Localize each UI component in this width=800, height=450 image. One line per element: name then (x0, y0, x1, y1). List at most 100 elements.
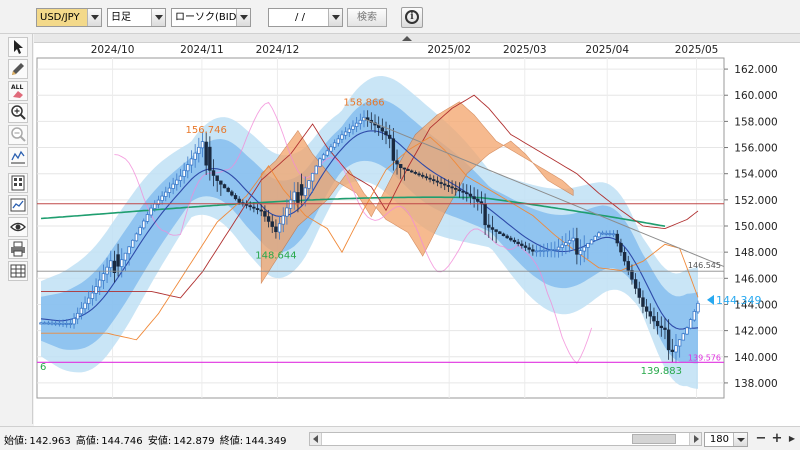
chikou-span (114, 101, 593, 365)
long-moving-average (40, 196, 666, 227)
candle-body (659, 325, 663, 329)
candle-body (685, 327, 689, 335)
y-tick-label: 140.000 (734, 352, 777, 364)
scroll-end-icon[interactable]: ▶ (788, 434, 796, 443)
candle-body (622, 252, 627, 262)
print-icon[interactable] (8, 239, 28, 259)
candle-body (50, 322, 54, 325)
candle-body (567, 239, 572, 244)
candle-body (410, 170, 414, 173)
candle-body (189, 158, 194, 166)
candle-body (498, 231, 502, 234)
candle-body (285, 207, 289, 217)
price-type-value: ローソク(BID) (175, 12, 241, 23)
price-chart[interactable]: 162.000 160.000 158.000 156.000 154.000 152.0… (34, 34, 800, 426)
collapse-toggle[interactable] (34, 34, 800, 43)
zoom-out-button[interactable]: − (755, 431, 767, 446)
candle-body (186, 164, 190, 172)
candle-body (343, 131, 348, 136)
candle-body (332, 142, 337, 148)
cursor-icon[interactable] (8, 37, 28, 57)
candle-body (310, 172, 315, 182)
x-axis-label: 2025/05 (675, 44, 719, 56)
date-input[interactable]: / / (268, 8, 343, 27)
candle-body (90, 292, 95, 299)
table-icon[interactable] (8, 261, 28, 281)
candle-body (681, 333, 686, 341)
chevron-down-icon[interactable] (87, 9, 101, 26)
zoom-in-icon[interactable] (8, 103, 28, 123)
candle-body (215, 175, 219, 181)
ohlc-readout: 始値: 142.963 高値: 144.746 安値: 142.879 終値: 144.… (4, 432, 289, 447)
scroll-left-icon[interactable] (310, 433, 322, 445)
zoom-in-button[interactable]: + (771, 431, 783, 446)
candle-body (505, 235, 509, 239)
chevron-down-icon[interactable] (733, 433, 747, 446)
candle-body (252, 206, 256, 209)
chevron-down-icon[interactable] (328, 9, 342, 26)
candle-body (413, 172, 418, 174)
annotation-low-2: 139.883 (641, 366, 682, 377)
x-axis-label: 2024/10 (91, 44, 135, 56)
candle-body (226, 187, 230, 192)
candle-body (208, 146, 212, 171)
candle-body (281, 215, 285, 225)
candle-body (153, 203, 157, 209)
candle-body (336, 138, 341, 144)
candle-body (391, 138, 396, 161)
y-tick-label: 150.000 (734, 221, 777, 233)
candle-body (42, 322, 47, 325)
tenkan-line (41, 136, 699, 341)
candle-body (387, 134, 392, 139)
zoom-out-icon[interactable] (8, 125, 28, 145)
y-tick-label: 152.000 (734, 195, 777, 207)
info-button[interactable]: i (401, 7, 423, 28)
chevron-down-icon[interactable] (236, 9, 250, 26)
chart-area[interactable]: 162.000 160.000 158.000 156.000 154.000 152.0… (34, 34, 800, 426)
candle-body (395, 160, 399, 165)
scroll-right-icon[interactable] (689, 433, 701, 445)
search-button[interactable]: 検索 (347, 8, 387, 27)
grid-calc-icon[interactable] (8, 173, 28, 193)
chart-scrollbar[interactable] (309, 432, 702, 446)
candle-body (376, 125, 381, 128)
candle-body (520, 243, 524, 246)
candle-body (318, 158, 322, 167)
candle-body (571, 237, 575, 242)
candle-body (589, 239, 594, 245)
annotation-left-edge: 6 (40, 362, 46, 373)
chart-settings-icon[interactable] (8, 195, 28, 215)
candle-body (549, 249, 553, 252)
chevron-down-icon[interactable] (151, 9, 165, 26)
candle-body (439, 182, 443, 184)
candle-body (446, 185, 451, 187)
eye-icon[interactable] (8, 217, 28, 237)
annotation-high-1: 156.746 (185, 125, 226, 136)
candle-body (428, 177, 432, 180)
indicator-icon[interactable] (8, 147, 28, 167)
candle-body (259, 209, 263, 212)
candle-body (450, 186, 454, 189)
timeframe-select[interactable]: 日足 (107, 8, 166, 27)
candle-body (564, 242, 568, 246)
candle-body (244, 203, 249, 206)
y-tick-label: 148.000 (734, 247, 777, 259)
symbol-select[interactable]: USD/JPY (36, 8, 102, 27)
candle-body (527, 247, 531, 250)
candle-body (556, 246, 561, 251)
y-tick-label: 156.000 (734, 143, 777, 155)
scroll-thumb[interactable] (632, 434, 676, 444)
y-tick-label: 146.000 (734, 273, 777, 285)
candle-body (61, 322, 65, 325)
eraser-all-icon[interactable]: ALL (8, 81, 28, 101)
low-label: 安値: (147, 436, 172, 447)
candle-body (641, 297, 645, 307)
candle-body (424, 176, 429, 179)
high-label: 高値: (75, 436, 100, 447)
period-select[interactable]: 180 (704, 432, 748, 447)
candle-body (648, 311, 652, 317)
candle-body (101, 273, 106, 281)
pencil-icon[interactable] (8, 59, 28, 79)
price-type-select[interactable]: ローソク(BID) (171, 8, 251, 27)
candle-body (494, 229, 498, 232)
